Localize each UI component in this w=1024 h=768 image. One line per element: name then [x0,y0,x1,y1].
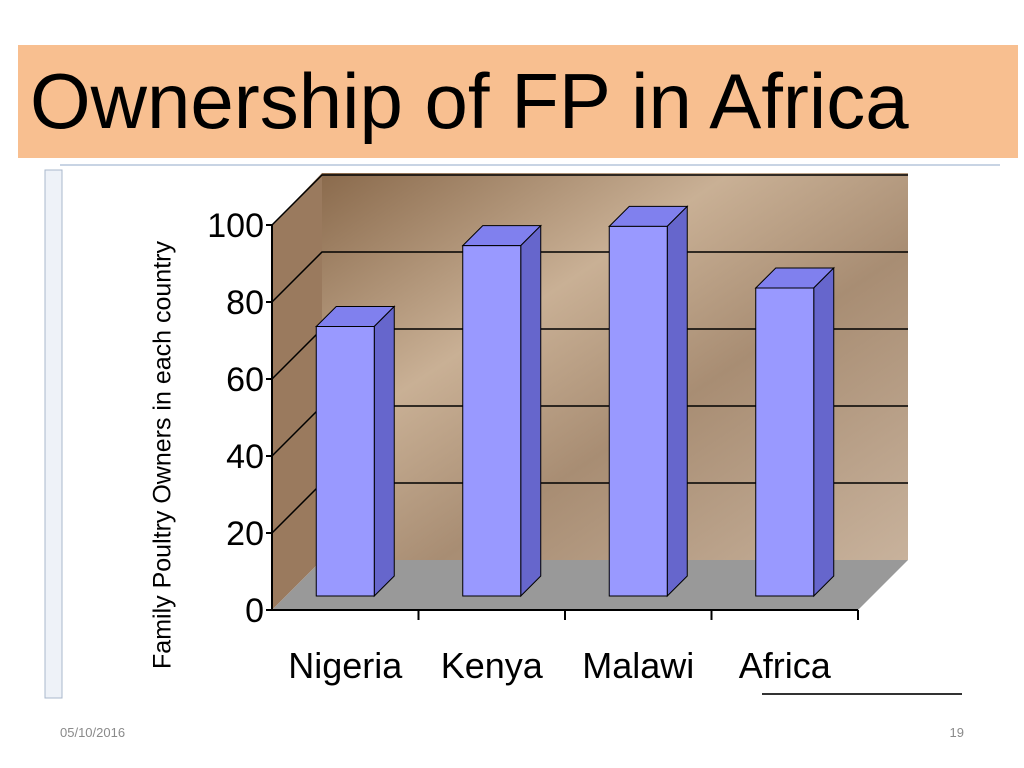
grid-line [271,174,908,226]
bar-side [373,305,395,598]
slide-title: Ownership of FP in Africa [18,45,1018,158]
grid-line [271,251,908,303]
side-wall [272,173,322,610]
x-tick-label: Nigeria [288,645,403,686]
bar-side [813,266,835,598]
y-tick-label: 0 [245,592,264,630]
floor [272,560,908,610]
bar [462,245,522,597]
y-tick-label: 40 [226,438,264,476]
bar-side [666,205,688,598]
x-tick-label: Malawi [582,645,694,686]
bar [608,225,668,597]
y-tick-label: 100 [207,207,264,245]
bar [315,326,375,597]
footer-date: 05/10/2016 [60,725,126,740]
y-tick-label: 80 [226,284,264,322]
side-bar [44,169,63,699]
bar [755,287,815,597]
bar-side [520,224,542,598]
x-tick-label: Kenya [441,645,544,686]
y-tick-label: 60 [226,361,264,399]
page-number: 19 [949,725,964,740]
y-axis-label: Family Poultry Owners in each country [148,241,177,669]
x-tick-label: Africa [739,645,832,686]
y-tick-label: 20 [226,515,264,553]
